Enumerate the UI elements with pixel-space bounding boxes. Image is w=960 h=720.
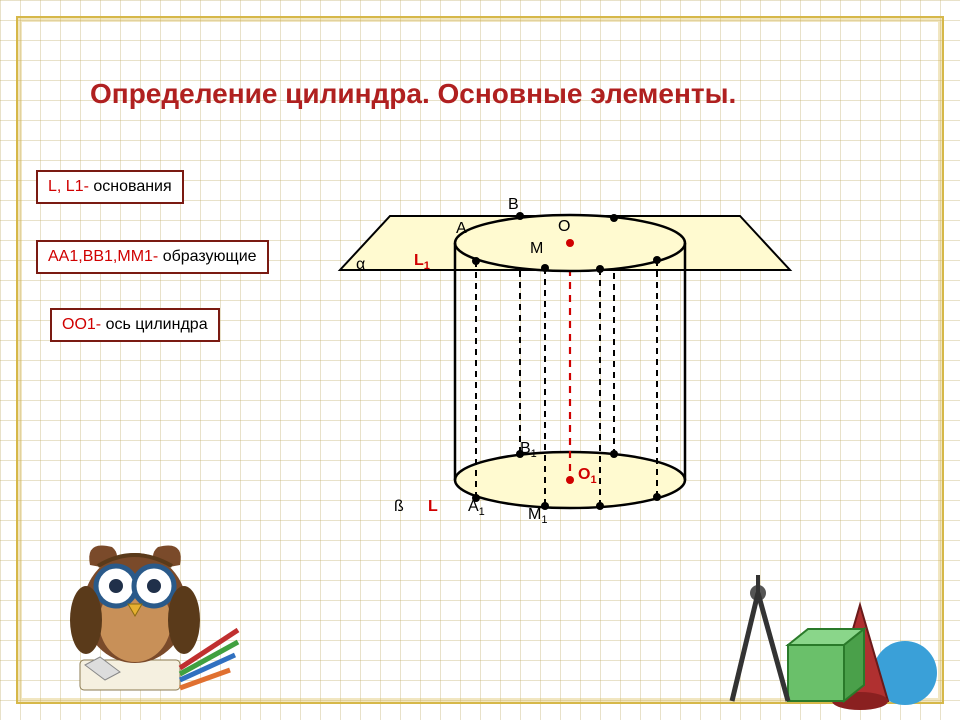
point-label: B1 xyxy=(520,440,537,460)
slide: Определение цилиндра. Основные элементы.… xyxy=(0,0,960,720)
tools-icon xyxy=(680,545,960,720)
point-label: α xyxy=(356,256,365,274)
point-label: M xyxy=(530,240,543,258)
point-label: B xyxy=(508,196,519,214)
point-label: L1 xyxy=(414,252,430,272)
point-label: A1 xyxy=(468,498,485,518)
point-label: A xyxy=(456,220,467,238)
point-label: O xyxy=(558,218,570,236)
point-label: L xyxy=(428,498,438,516)
point-label: M1 xyxy=(528,506,547,526)
point-label: ß xyxy=(394,498,404,516)
owl-icon xyxy=(20,530,280,720)
point-label: O1 xyxy=(578,466,597,486)
